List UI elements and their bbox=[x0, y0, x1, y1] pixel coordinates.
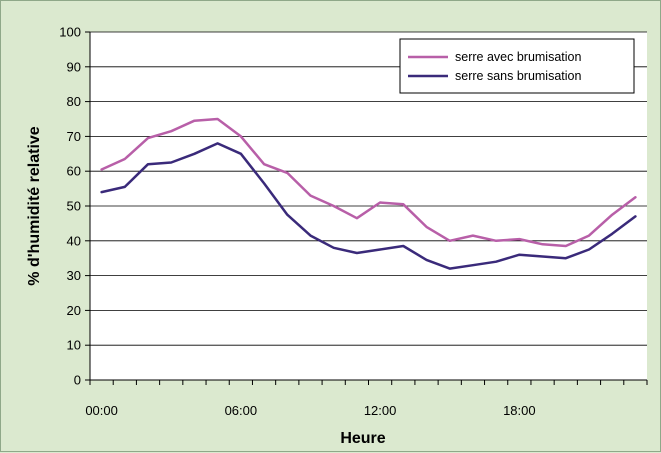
legend: serre avec brumisation serre sans brumis… bbox=[399, 38, 635, 94]
x-axis-title: Heure bbox=[340, 430, 385, 447]
series-line-serre-sans-brumisation bbox=[100, 142, 637, 270]
y-tick-label-90: 90 bbox=[67, 59, 81, 74]
y-tick-label-40: 40 bbox=[67, 233, 81, 248]
x-tick-label-0000: 00:00 bbox=[85, 403, 118, 418]
series-line-serre-avec-brumisation bbox=[100, 117, 637, 248]
legend-box bbox=[399, 38, 635, 94]
legend-label-serre-sans-brumisation: serre sans brumisation bbox=[455, 69, 581, 83]
x-tick-label-0600: 06:00 bbox=[225, 403, 258, 418]
y-tick-labels: 0 10 20 30 40 50 60 70 80 90 100 bbox=[59, 25, 81, 388]
x-tick-labels: 00:00 06:00 12:00 18:00 bbox=[85, 403, 535, 418]
y-tick-label-30: 30 bbox=[67, 268, 81, 283]
y-axis-title: % d'humidité relative bbox=[26, 126, 43, 286]
y-tick-label-50: 50 bbox=[67, 199, 81, 214]
y-tick-label-20: 20 bbox=[67, 303, 81, 318]
x-tick-label-1800: 18:00 bbox=[503, 403, 536, 418]
legend-label-serre-avec-brumisation: serre avec brumisation bbox=[455, 50, 581, 64]
y-tick-label-80: 80 bbox=[67, 94, 81, 109]
series-lines bbox=[100, 117, 637, 270]
y-tick-label-60: 60 bbox=[67, 164, 81, 179]
axes bbox=[85, 31, 648, 385]
x-tick-label-1200: 12:00 bbox=[364, 403, 397, 418]
gridlines bbox=[90, 31, 647, 346]
y-tick-label-100: 100 bbox=[59, 25, 81, 40]
y-tick-label-0: 0 bbox=[74, 373, 81, 388]
y-tick-label-10: 10 bbox=[67, 338, 81, 353]
y-tick-label-70: 70 bbox=[67, 129, 81, 144]
